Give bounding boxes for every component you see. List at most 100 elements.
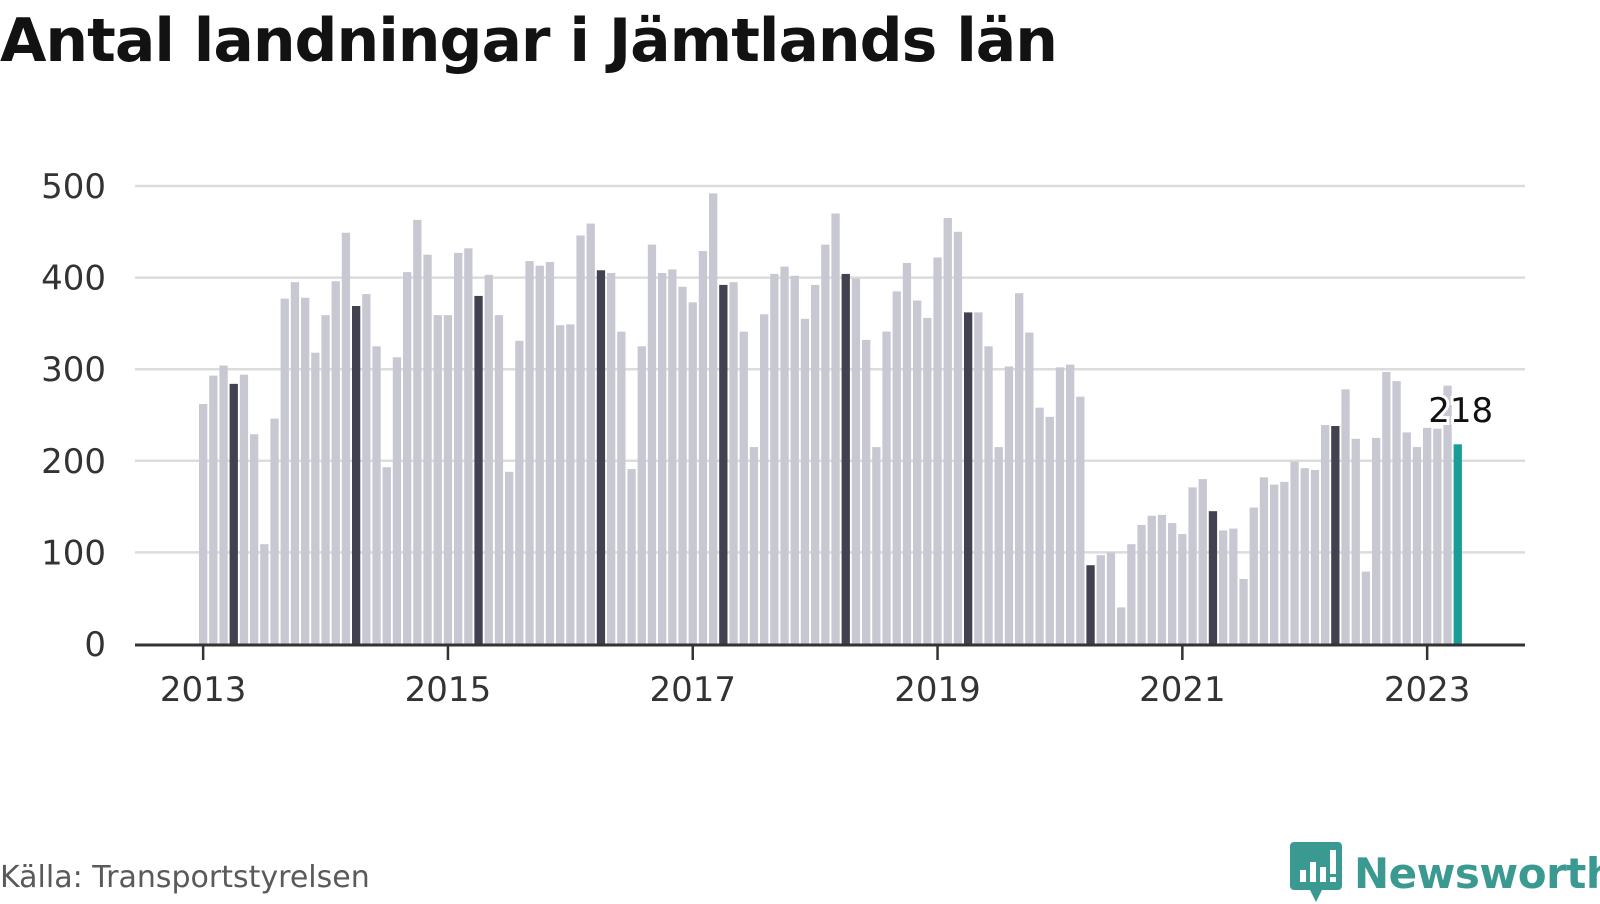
- bar: [270, 418, 279, 644]
- bar: [423, 254, 432, 644]
- latest-value-label: 218: [1428, 391, 1493, 431]
- bar: [209, 375, 218, 644]
- bar: [749, 447, 759, 644]
- y-tick-label: 400: [41, 259, 106, 299]
- bar: [709, 193, 718, 644]
- bar: [464, 248, 473, 644]
- bar: [1168, 523, 1177, 644]
- bar: [1321, 425, 1330, 644]
- bar: [984, 346, 993, 644]
- bar: [647, 244, 657, 644]
- bar: [454, 252, 463, 645]
- bar: [698, 251, 708, 644]
- bar: [851, 278, 861, 644]
- bar: [260, 544, 269, 644]
- bar: [800, 318, 810, 644]
- bar: [1423, 427, 1432, 644]
- bar: [250, 434, 259, 644]
- bar: [576, 235, 585, 645]
- bar: [301, 297, 310, 644]
- bar: [1310, 469, 1320, 644]
- bar: [902, 262, 912, 644]
- bar: [882, 331, 891, 644]
- bar: [1249, 507, 1258, 644]
- bar: [964, 312, 973, 644]
- bar: [1127, 544, 1136, 644]
- x-tick-label: 2019: [894, 670, 981, 710]
- bar: [994, 447, 1003, 644]
- bar: [1198, 479, 1207, 644]
- bar: [1331, 425, 1340, 644]
- bar: [862, 339, 871, 644]
- y-tick-label: 500: [41, 167, 106, 207]
- bar: [1004, 366, 1014, 644]
- bar: [872, 447, 881, 644]
- bar: [382, 467, 391, 644]
- x-tick-label: 2017: [649, 670, 736, 710]
- bar: [1076, 396, 1085, 644]
- bar: [841, 273, 850, 644]
- bar: [1086, 565, 1095, 644]
- x-axis-ticks: 2013 2015 2017 2019 2021 2023: [160, 646, 1470, 710]
- bar: [913, 300, 922, 644]
- bar: [831, 213, 840, 645]
- bar: [372, 346, 381, 644]
- y-tick-label: 200: [41, 442, 106, 482]
- bar: [1015, 293, 1024, 644]
- bar: [341, 232, 351, 644]
- bar: [1025, 332, 1034, 644]
- bar: [352, 305, 361, 644]
- bar: [1382, 371, 1391, 644]
- bar: [658, 273, 667, 644]
- y-axis-ticks: 0 100 200 300 400 500: [41, 167, 106, 665]
- bar: [943, 218, 952, 644]
- bar: [1137, 524, 1146, 644]
- bar: [1178, 534, 1187, 644]
- bar: [566, 324, 575, 644]
- bar: [1341, 389, 1350, 644]
- y-tick-label: 0: [84, 625, 106, 665]
- y-tick-label: 100: [41, 533, 106, 573]
- bar: [1208, 511, 1218, 644]
- bar: [515, 340, 524, 644]
- brand-name: Newsworthy: [1354, 848, 1600, 898]
- bar: [719, 284, 728, 644]
- bar: [331, 281, 340, 644]
- y-tick-label: 300: [41, 350, 106, 390]
- bar: [1372, 437, 1381, 644]
- bar: [535, 265, 544, 644]
- bar: [1270, 484, 1279, 644]
- bar: [678, 286, 687, 644]
- bar: [637, 346, 646, 644]
- bar: [1096, 555, 1105, 644]
- bar: [1117, 607, 1126, 644]
- bar: [392, 357, 402, 644]
- bar: [1361, 571, 1371, 644]
- bar: [219, 365, 228, 644]
- bar: [1392, 381, 1401, 644]
- bar: [923, 317, 932, 644]
- bar: [1433, 428, 1442, 644]
- bar: [729, 282, 738, 644]
- bar: [586, 223, 595, 644]
- bar: [1188, 487, 1197, 644]
- bar: [1045, 416, 1054, 644]
- bar: [239, 374, 249, 644]
- source-note: Källa: Transportstyrelsen: [0, 860, 370, 895]
- bar: [484, 274, 493, 644]
- bar: [1147, 515, 1156, 644]
- bar: [596, 270, 606, 644]
- bar: [1106, 552, 1116, 644]
- bar: [280, 298, 289, 644]
- bar: [1351, 438, 1360, 644]
- bars: [199, 193, 1462, 645]
- bar: [627, 469, 636, 644]
- bar: [403, 272, 412, 644]
- bar: [1402, 432, 1411, 644]
- bar: [1055, 367, 1065, 644]
- bar: [545, 262, 555, 644]
- bar: [811, 284, 820, 644]
- bar: [505, 471, 514, 644]
- x-tick-label: 2013: [160, 670, 247, 710]
- bar: [974, 312, 983, 644]
